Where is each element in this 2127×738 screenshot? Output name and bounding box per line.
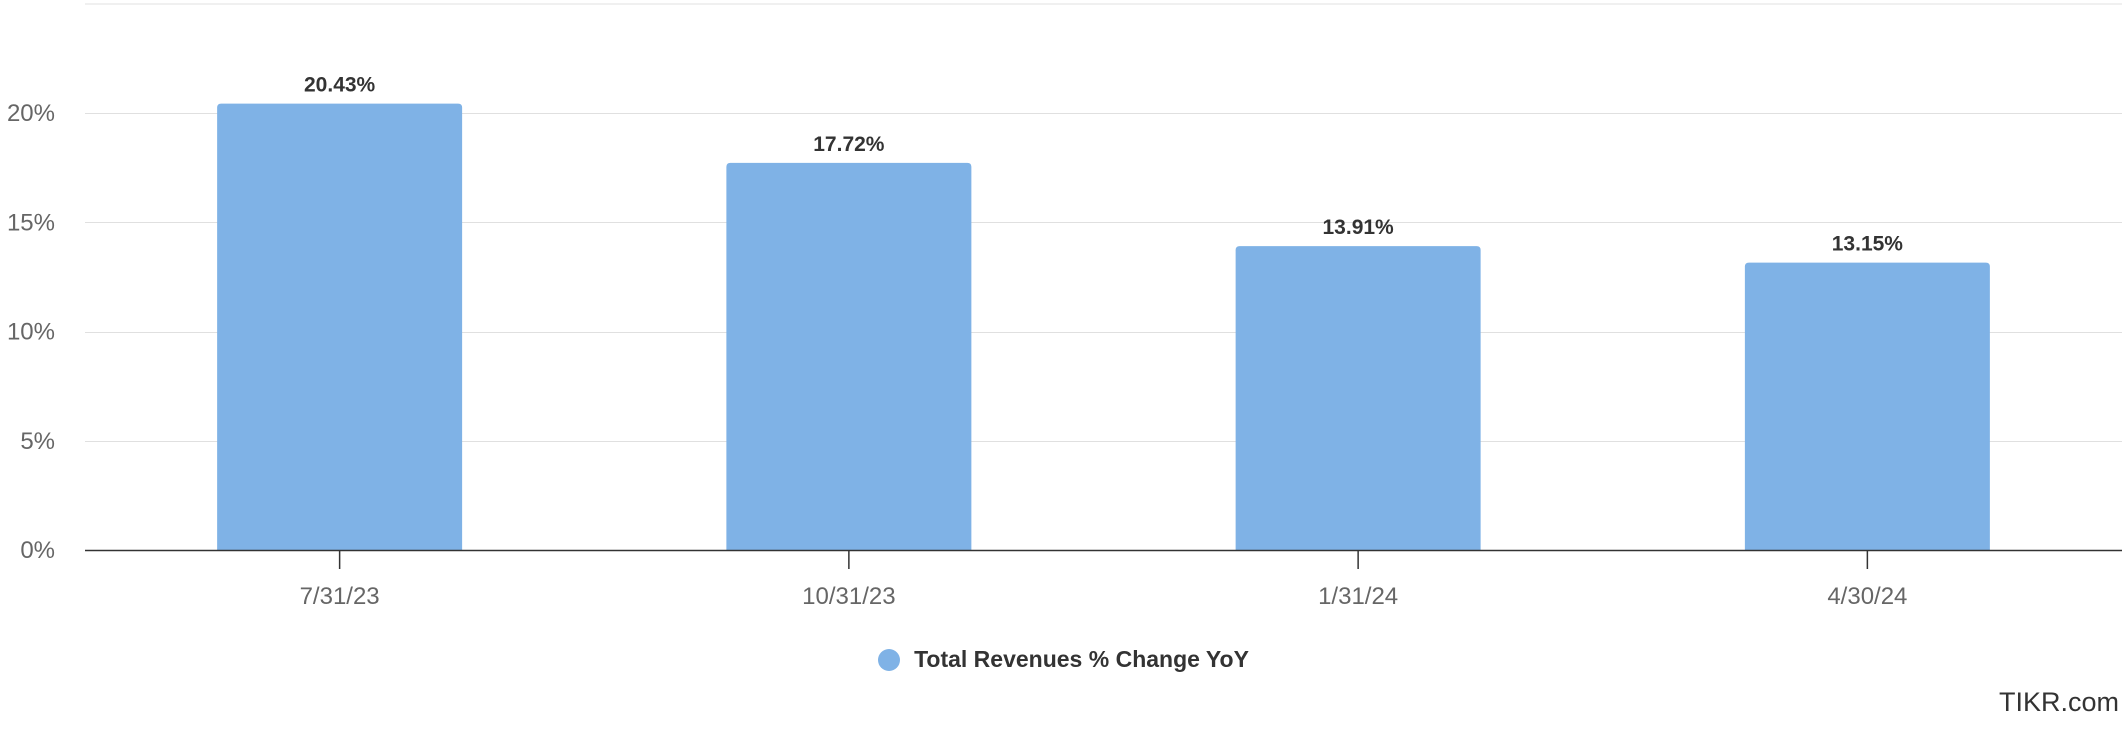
data-label: 13.15% [1832,233,1904,256]
bars [217,103,1990,551]
y-tick-label: 5% [20,428,55,455]
y-tick-label: 15% [7,209,55,236]
data-label: 13.91% [1323,216,1395,239]
bar[interactable] [1235,246,1481,550]
x-tick-label: 4/30/24 [1827,583,1907,610]
data-label: 17.72% [813,133,885,156]
legend[interactable]: Total Revenues % Change YoY [0,646,2127,673]
y-tick-label: 20% [7,100,55,127]
legend-swatch [878,648,901,671]
data-labels: 20.43% 17.72% 13.91% 13.15% [304,74,1903,256]
data-label: 20.43% [304,74,376,97]
x-axis [85,549,2122,569]
y-tick-label: 0% [20,537,55,564]
bar[interactable] [1744,262,1990,550]
x-tick-label: 1/31/24 [1318,583,1398,610]
bar[interactable] [217,103,463,551]
x-tick-label: 7/31/23 [300,583,380,610]
y-tick-label: 10% [7,319,55,346]
x-axis-tick-labels: 7/31/23 10/31/23 1/31/24 4/30/24 [300,583,1908,610]
y-axis-tick-labels: 0% 5% 10% 15% 20% [7,100,55,564]
bar[interactable] [726,162,972,550]
x-tick-label: 10/31/23 [802,583,895,610]
legend-label: Total Revenues % Change YoY [914,646,1249,672]
watermark: TIKR.com [1998,687,2119,717]
